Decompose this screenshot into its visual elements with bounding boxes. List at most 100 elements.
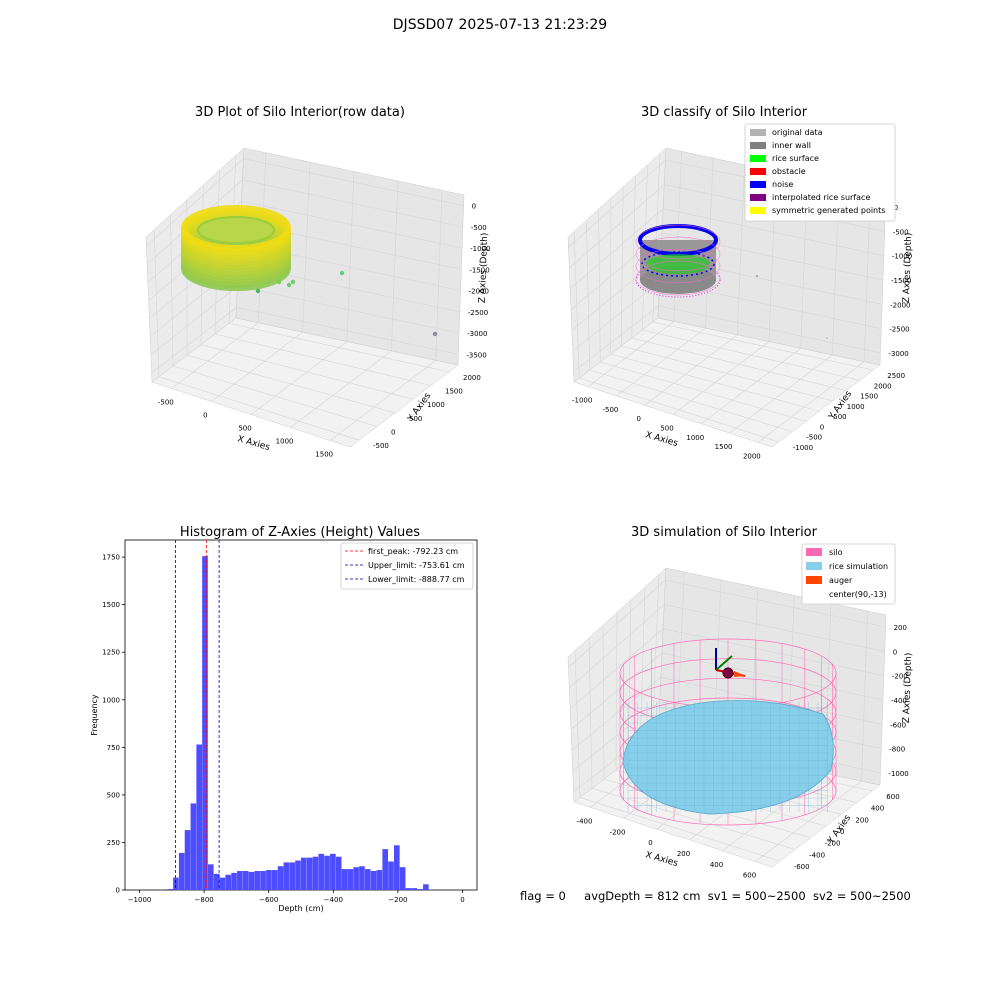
simulation-plot-title: 3D simulation of Silo Interior	[631, 525, 818, 540]
x-tick-label: −800	[195, 896, 214, 904]
y-tick-label: 500	[833, 413, 846, 421]
x-tick-label: 0	[636, 415, 640, 423]
sv2-text: sv2 = 500~2500	[812, 889, 911, 903]
raw-data-3d-plot: 3D Plot of Silo Interior(row data) -5000…	[145, 105, 490, 459]
raw-z-axis-label: Z Axies (Depth)	[478, 233, 490, 304]
histogram-bar	[370, 870, 377, 890]
histogram-bar	[405, 888, 412, 890]
x-tick-label: −400	[324, 896, 343, 904]
y-tick-label: 750	[107, 744, 120, 752]
floor-gridline	[171, 322, 259, 389]
y-tick-label: 200	[855, 816, 868, 824]
wall-gridline	[663, 628, 884, 677]
x-tick-label: 0	[460, 896, 464, 904]
back-wall-pane	[235, 147, 465, 366]
floor-gridline	[587, 321, 675, 387]
floor-gridline	[589, 369, 793, 432]
legend-label: rice simulation	[829, 562, 888, 571]
histogram-bar	[248, 871, 255, 890]
floor-gridline	[290, 350, 392, 428]
z-tick-label: -2000	[469, 288, 489, 296]
y-tick-label: 0	[116, 887, 120, 895]
histogram-bar	[213, 873, 220, 890]
y-tick-label: 1000	[847, 403, 865, 411]
legend-label: silo	[829, 548, 843, 557]
scatter-point	[756, 275, 758, 277]
z-tick-label: -1000	[892, 253, 912, 261]
histogram-bar	[242, 870, 249, 890]
wall-gridline	[664, 604, 885, 652]
wall-gridline	[573, 305, 659, 372]
y-tick-label: 1000	[102, 696, 120, 704]
floor-gridline	[729, 354, 833, 434]
legend-label: rice surface	[772, 154, 819, 163]
wall-gridline	[302, 162, 311, 333]
legend-label: center(90,-13)	[829, 590, 887, 599]
floor-gridline	[600, 361, 806, 422]
legend-swatch	[806, 576, 822, 584]
wall-gridline	[242, 179, 463, 228]
y-tick-label: -1000	[793, 444, 813, 452]
scatter-point	[826, 337, 828, 339]
y-tick-label: 2000	[463, 374, 481, 382]
x-tick-label: 0	[203, 412, 207, 420]
floor-gridline	[158, 376, 360, 441]
histogram-bar	[388, 861, 394, 890]
classify-3d-plot: 3D classify of Silo Interior -1000 -500 0 5…	[567, 105, 914, 460]
wall-gridline	[663, 208, 884, 257]
y-tick-label: 2500	[887, 372, 905, 380]
y-tick-label: 0	[820, 423, 824, 431]
simulation-x-axis-label: X Axies	[644, 850, 679, 869]
wall-gridline	[569, 184, 665, 269]
histogram-bar	[225, 874, 232, 890]
wall-gridline	[150, 285, 238, 356]
legend-swatch	[750, 142, 766, 149]
legend-swatch	[750, 155, 766, 162]
x-tick-label: 200	[677, 850, 690, 858]
histogram-title: Histogram of Z-Axies (Height) Values	[180, 525, 420, 540]
histogram-y-label: Frequency	[90, 694, 99, 736]
symmetric-ring	[635, 224, 721, 260]
histogram-bar	[324, 855, 330, 890]
floor-gridline	[579, 797, 780, 862]
wall-gridline	[236, 307, 459, 355]
z-tick-label: -1000	[470, 245, 490, 253]
histogram-bar	[411, 888, 418, 890]
histogram-bar	[190, 803, 197, 890]
auger-center	[722, 667, 734, 679]
floor-gridline	[186, 355, 396, 414]
floor-gridline	[672, 341, 770, 415]
classify-legend: original data inner wall rice surface obsta…	[744, 123, 896, 222]
z-tick-label: -2000	[890, 301, 910, 309]
x-tick-label: 1000	[686, 434, 704, 442]
simulation-legend: silo rice simulation auger center(90,-13)	[801, 543, 896, 605]
legend-label: obstacle	[772, 167, 806, 176]
floor-gridline	[621, 345, 833, 402]
scatter-point	[339, 270, 345, 276]
wall-gridline	[146, 158, 244, 247]
y-tick-label: 0	[391, 429, 395, 437]
y-tick-label: -500	[806, 434, 822, 442]
y-tick-label: 1500	[102, 601, 120, 609]
raw-point-cloud	[181, 205, 438, 337]
y-tick-label: 500	[107, 791, 120, 799]
point-cloud-ring	[181, 205, 291, 251]
histogram-bar	[364, 869, 371, 890]
classify-plot-title: 3D classify of Silo Interior	[641, 105, 808, 120]
legend-label: Upper_limit: -753.61 cm	[368, 561, 465, 570]
inner-wall-bottom	[640, 266, 716, 294]
legend-label: original data	[772, 128, 823, 137]
histogram-bar	[423, 884, 429, 890]
legend-swatch	[806, 562, 822, 570]
y-tick-label: 1500	[860, 393, 878, 401]
y-tick-label: 1000	[427, 401, 445, 409]
y-tick-label: 1500	[445, 388, 463, 396]
auger-blade	[734, 671, 746, 677]
histogram-bar	[196, 744, 202, 890]
x-tick-label: -500	[158, 399, 174, 407]
histogram-bar	[178, 852, 185, 890]
y-tick-label: 250	[107, 839, 120, 847]
floor-gridline	[701, 347, 801, 425]
histogram-bar	[394, 845, 400, 890]
z-tick-label: -800	[889, 746, 905, 754]
